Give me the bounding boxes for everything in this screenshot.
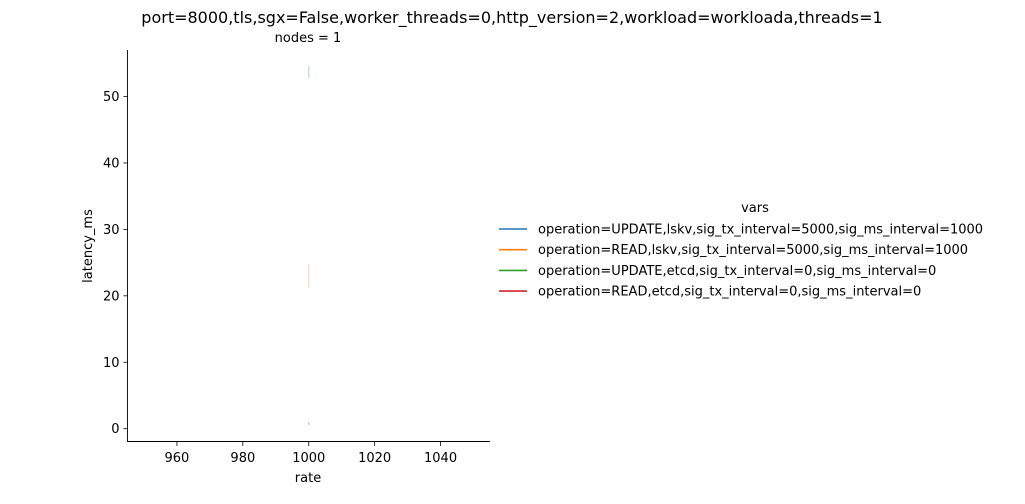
x-tick-label: 1040 [424,451,457,466]
legend-label: operation=UPDATE,lskv,sig_tx_interval=50… [538,223,983,238]
legend-title: vars [741,201,769,216]
legend-label: operation=READ,etcd,sig_tx_interval=0,si… [538,285,921,300]
y-tick-label: 10 [103,356,120,371]
y-tick-label: 40 [103,156,120,171]
x-tick-label: 1000 [292,451,325,466]
legend-label: operation=UPDATE,etcd,sig_tx_interval=0,… [538,264,936,279]
x-tick-label: 1020 [358,451,391,466]
y-tick-label: 50 [103,90,120,105]
x-tick-label: 980 [230,451,255,466]
x-ticks: 960 980 1000 1020 1040 [165,442,457,466]
y-ticks: 0 10 20 30 40 50 [103,90,128,437]
y-axis-label: latency_ms [81,209,96,283]
legend: vars operation=UPDATE,lskv,sig_tx_interv… [499,201,983,300]
facet-title: nodes = 1 [275,31,342,46]
legend-label: operation=READ,lskv,sig_tx_interval=5000… [538,243,968,258]
legend-items: operation=UPDATE,lskv,sig_tx_interval=50… [499,223,983,300]
x-axis-label: rate [295,471,321,486]
chart-title: port=8000,tls,sgx=False,worker_threads=0… [141,8,882,28]
x-tick-label: 960 [165,451,190,466]
y-tick-label: 20 [103,289,120,304]
y-tick-label: 30 [103,223,120,238]
y-tick-label: 0 [111,422,119,437]
